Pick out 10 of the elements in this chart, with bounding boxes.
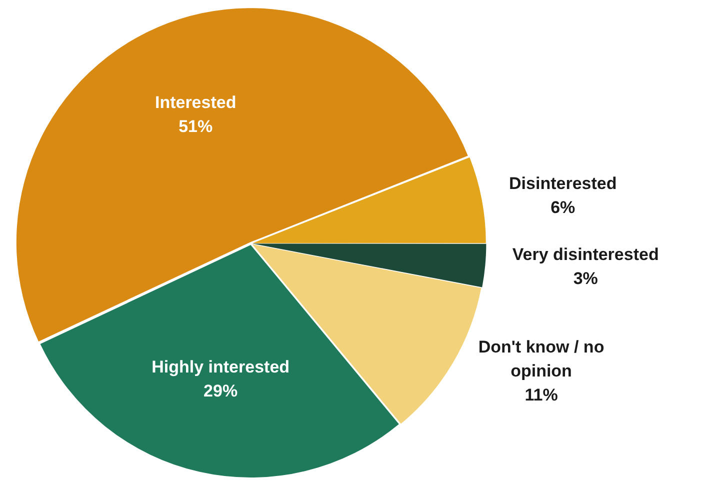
slice-label: Interested (154, 93, 236, 112)
data-label: 51% (178, 117, 213, 136)
slice-label: Disinterested (509, 174, 617, 193)
slice-label: Don't know / no opinion (478, 338, 604, 381)
slice-label: Very disinterested (512, 244, 659, 264)
slice-label: Highly interested (152, 357, 290, 376)
data-label: 11% (524, 386, 558, 405)
data-label: 29% (204, 381, 238, 400)
data-label: 3% (573, 268, 598, 288)
data-label: 6% (550, 198, 576, 217)
